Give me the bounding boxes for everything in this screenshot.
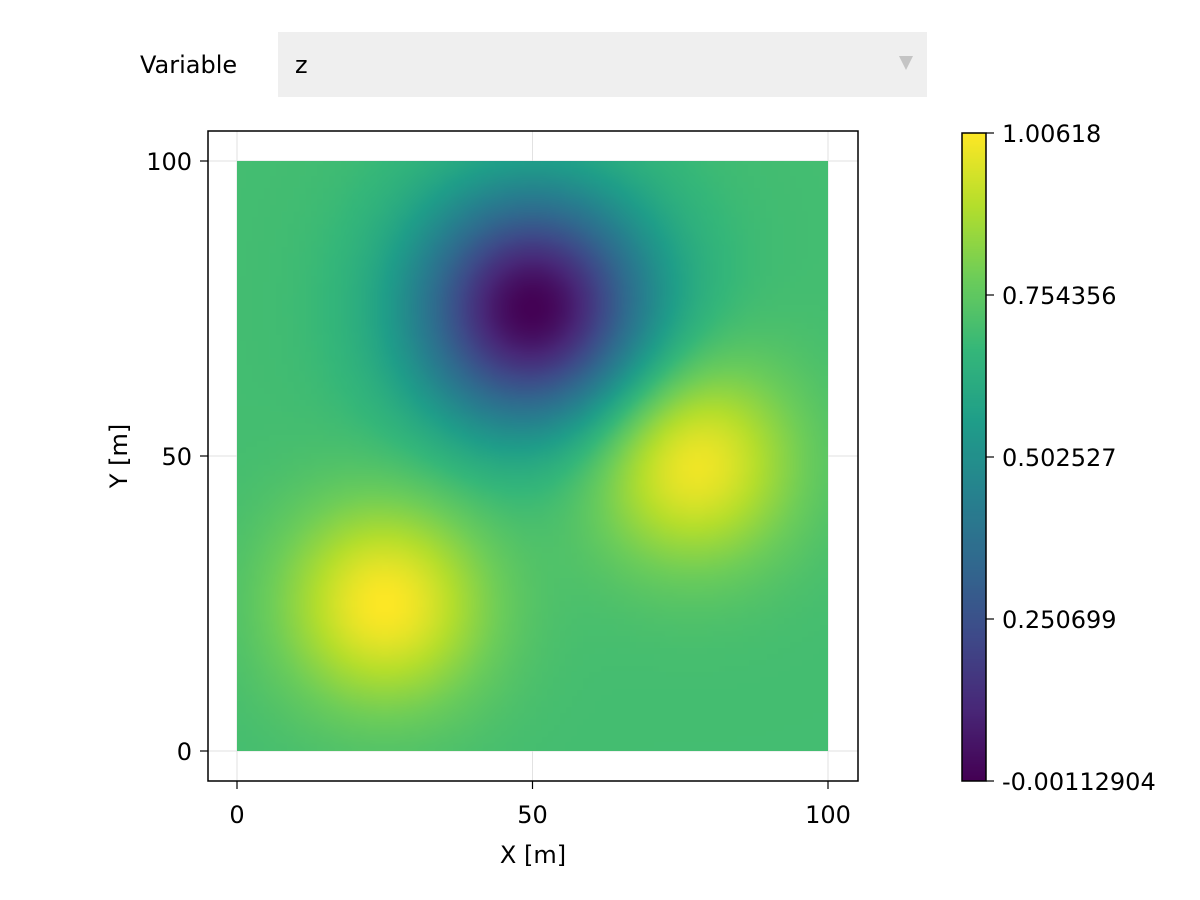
colorbar-tick-label: 0.754356 — [1002, 282, 1117, 310]
x-axis-label: X [m] — [500, 841, 566, 869]
colorbar-tick-label: 0.502527 — [1002, 444, 1117, 472]
y-tick-label: 0 — [177, 738, 192, 766]
colorbar-tick-label: 1.00618 — [1002, 120, 1101, 148]
axis-ticks: 0 50 100 0 50 100 — [146, 148, 851, 829]
x-tick-label: 100 — [805, 801, 851, 829]
colorbar-ticks: 1.00618 0.754356 0.502527 0.250699 -0.001129… — [986, 120, 1156, 796]
heatmap-raster — [237, 161, 828, 751]
variable-dropdown[interactable]: z — [278, 32, 927, 97]
colorbar-tick-label: 0.250699 — [1002, 606, 1117, 634]
variable-dropdown-value: z — [295, 51, 308, 79]
x-tick-label: 0 — [229, 801, 244, 829]
colorbar-tick-label: -0.00112904 — [1002, 768, 1156, 796]
chevron-down-icon — [899, 56, 913, 70]
y-tick-label: 100 — [146, 148, 192, 176]
variable-label: Variable — [140, 51, 238, 79]
x-tick-label: 50 — [517, 801, 548, 829]
y-axis-label: Y [m] — [105, 424, 133, 489]
y-tick-label: 50 — [161, 443, 192, 471]
colorbar-gradient — [962, 133, 986, 781]
